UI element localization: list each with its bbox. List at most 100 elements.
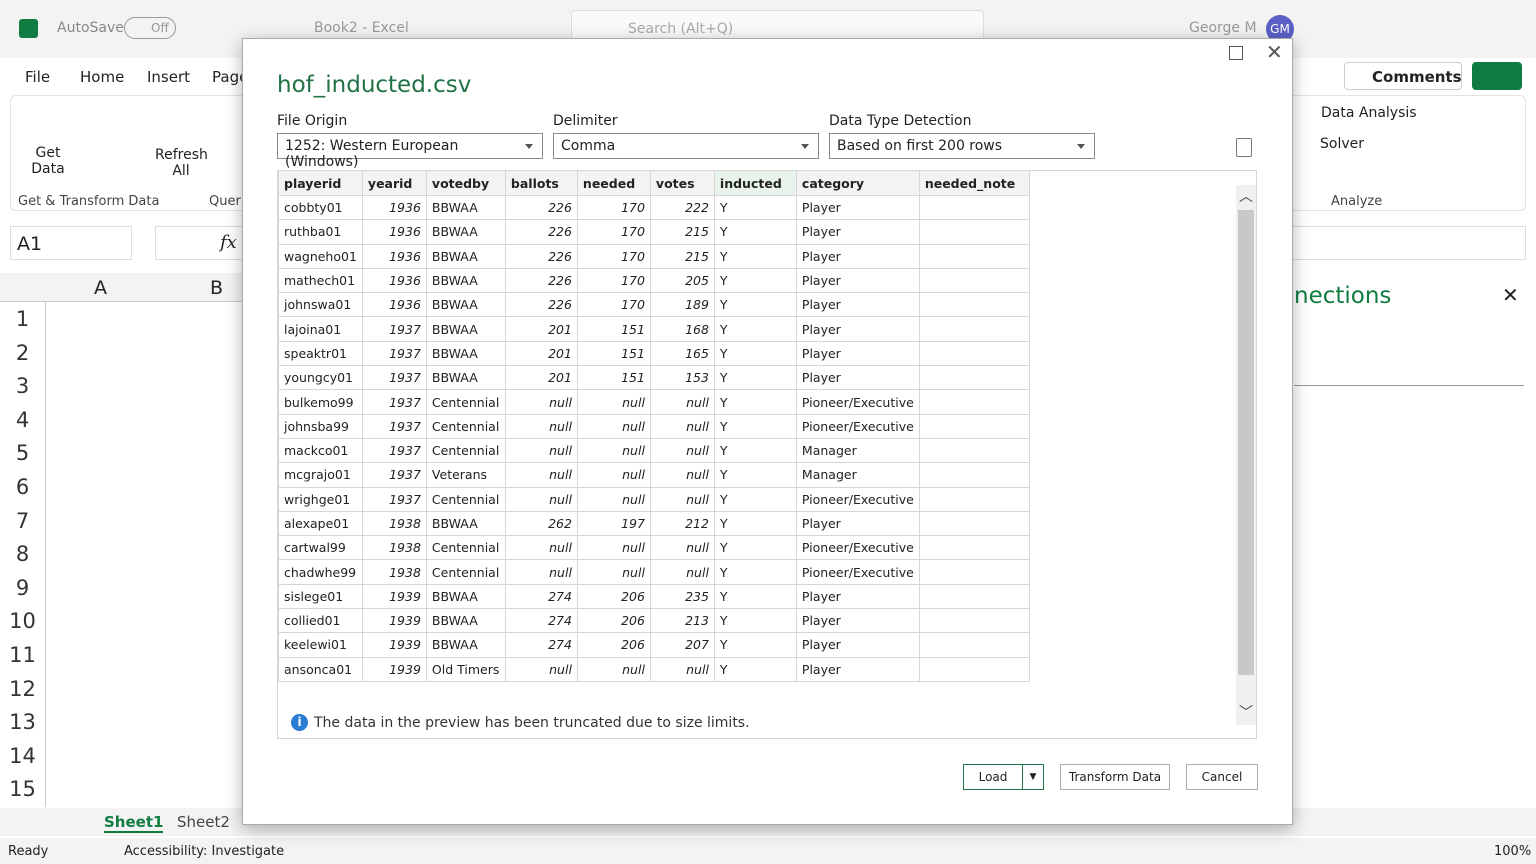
- cell: 151: [576, 365, 651, 391]
- refresh-all-button[interactable]: Refresh All: [155, 147, 208, 179]
- scrollbar-thumb[interactable]: [1238, 210, 1254, 675]
- cell: null: [504, 535, 578, 561]
- cell: Y: [713, 194, 797, 221]
- cell: Centennial: [425, 413, 506, 439]
- cell: 215: [649, 243, 715, 269]
- cell: Player: [795, 243, 920, 269]
- data-row: collied01 1939 BBWAA 274 206 213 Y Player: [278, 608, 1030, 634]
- cell: 1937: [361, 316, 427, 342]
- cell: 201: [504, 340, 578, 367]
- refresh-preview-icon[interactable]: [1236, 138, 1252, 157]
- cell: 189: [649, 292, 715, 318]
- cell: 213: [649, 608, 715, 634]
- cell: Pioneer/Executive: [795, 486, 920, 512]
- file-origin-dropdown[interactable]: 1252: Western European (Windows): [277, 133, 543, 170]
- scroll-down[interactable]: ﹀: [1239, 705, 1253, 721]
- cell: BBWAA: [425, 316, 506, 342]
- cell: 1939: [361, 608, 427, 634]
- cell: 226: [504, 219, 578, 245]
- cell: johnswa01: [278, 292, 363, 318]
- cell: 222: [649, 194, 715, 221]
- cell: null: [504, 389, 578, 415]
- comments-button[interactable]: Comments: [1344, 62, 1462, 90]
- cell: 206: [576, 632, 651, 658]
- cell: Player: [795, 340, 920, 367]
- cell: bulkemo99: [278, 389, 363, 415]
- cell: 1937: [361, 413, 427, 439]
- accessibility-status[interactable]: Accessibility: Investigate: [124, 844, 285, 859]
- transform-button[interactable]: Transform Data: [1060, 764, 1170, 790]
- close-button[interactable]: ✕: [1266, 40, 1283, 64]
- data-row: johnsba99 1937 Centennial null null null Y Pion…: [278, 413, 1030, 439]
- cell: Y: [713, 462, 797, 488]
- data-row: johnswa01 1936 BBWAA 226 170 189 Y Player: [278, 292, 1030, 318]
- empty-cell: [918, 267, 1030, 294]
- cell: 1936: [361, 267, 427, 294]
- data-row: sislege01 1939 BBWAA 274 206 235 Y Player: [278, 583, 1030, 610]
- cell: null: [649, 437, 715, 464]
- cell: null: [649, 486, 715, 512]
- empty-cell: [918, 437, 1030, 464]
- data-row: chadwhe99 1938 Centennial null null null Y Pion…: [278, 559, 1030, 585]
- column-header: inducted: [713, 170, 797, 196]
- row-header: 8: [15, 542, 30, 567]
- name-box[interactable]: A1: [10, 226, 132, 260]
- cell: mackco01: [278, 437, 363, 464]
- cell: null: [576, 462, 651, 488]
- tab[interactable]: Insert: [147, 68, 191, 86]
- cell: BBWAA: [425, 632, 506, 658]
- cancel-button[interactable]: Cancel: [1186, 764, 1258, 790]
- scroll-up[interactable]: ︿: [1239, 189, 1253, 205]
- cell: 1937: [361, 462, 427, 488]
- cell: 207: [649, 632, 715, 658]
- load-button[interactable]: Load: [963, 764, 1023, 790]
- data-row: mcgrajo01 1937 Veterans null null null Y Manage…: [278, 462, 1030, 488]
- load-dropdown[interactable]: ▼: [1022, 764, 1044, 790]
- tab[interactable]: Home: [80, 68, 125, 86]
- autosave-toggle[interactable]: Off: [124, 17, 176, 39]
- zoom-level[interactable]: 100%: [1494, 844, 1532, 859]
- detection-dropdown[interactable]: Based on first 200 rows: [829, 133, 1095, 159]
- tab[interactable]: Page: [212, 68, 249, 86]
- sheet-tab[interactable]: Sheet2: [177, 813, 230, 831]
- status-text: Ready: [8, 844, 49, 859]
- cell: lajoina01: [278, 316, 363, 342]
- row-header: 6: [15, 475, 30, 499]
- cell: Manager: [795, 437, 920, 464]
- cell: Player: [795, 292, 920, 318]
- cell: Y: [713, 656, 797, 682]
- cell: mathech01: [278, 267, 363, 294]
- solver-button[interactable]: Solver: [1320, 136, 1364, 152]
- cell: Y: [713, 243, 797, 269]
- maximize-button[interactable]: [1229, 46, 1243, 60]
- cell: 1939: [361, 656, 427, 682]
- cell: Player: [795, 608, 920, 634]
- empty-cell: [918, 340, 1030, 367]
- file-title: Book2 - Excel: [314, 20, 409, 36]
- get-data-button[interactable]: Get Data: [31, 145, 65, 177]
- row-header: 4: [15, 407, 30, 432]
- row-header: 2: [15, 340, 30, 365]
- cell: mcgrajo01: [278, 462, 363, 488]
- sheet-tab[interactable]: Sheet1: [104, 813, 164, 833]
- data-analysis-button[interactable]: Data Analysis: [1321, 105, 1417, 121]
- share-button[interactable]: [1472, 62, 1522, 90]
- cell: BBWAA: [425, 510, 506, 537]
- cell: 170: [576, 267, 651, 294]
- cell: Manager: [795, 462, 920, 488]
- column-header-row: [0, 273, 245, 302]
- cell: 197: [576, 510, 651, 537]
- cell: 235: [649, 583, 715, 610]
- cell: 274: [504, 632, 578, 658]
- cell: null: [649, 559, 715, 585]
- pane-close[interactable]: ✕: [1502, 283, 1519, 307]
- cell: null: [649, 656, 715, 682]
- row-header: 5: [15, 441, 30, 466]
- cell: Y: [713, 559, 797, 585]
- cell: Y: [713, 632, 797, 658]
- tab[interactable]: File: [25, 68, 51, 86]
- cell: null: [504, 559, 578, 585]
- delimiter-dropdown[interactable]: Comma: [553, 133, 819, 159]
- cell: Old Timers: [425, 656, 506, 682]
